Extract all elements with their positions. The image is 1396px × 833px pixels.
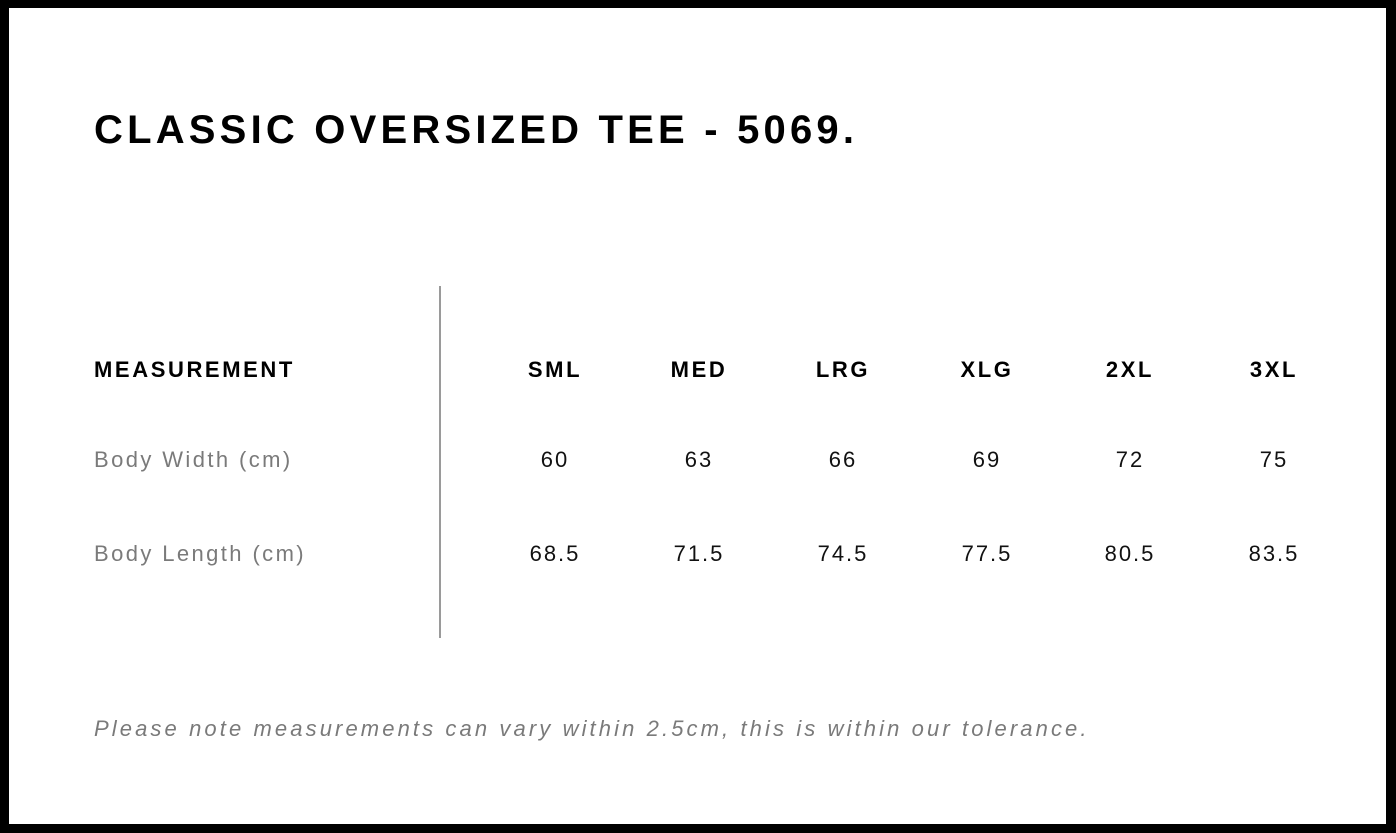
table-header-row: MEASUREMENT SML MED LRG XLG 2XL 3XL bbox=[9, 355, 1386, 385]
size-chart-card: CLASSIC OVERSIZED TEE - 5069. MEASUREMEN… bbox=[9, 8, 1386, 824]
table-cell: 60 bbox=[540, 447, 570, 472]
size-header: MED bbox=[670, 357, 728, 382]
table-cell: 69 bbox=[972, 447, 1002, 472]
tolerance-note: Please note measurements can vary within… bbox=[94, 716, 1090, 741]
page-title: CLASSIC OVERSIZED TEE - 5069. bbox=[94, 108, 859, 152]
table-cell: 75 bbox=[1259, 447, 1289, 472]
table-cell: 74.5 bbox=[817, 541, 869, 566]
table-cell: 63 bbox=[684, 447, 714, 472]
column-divider bbox=[439, 286, 441, 638]
table-row: Body Width (cm) 60 63 66 69 72 75 bbox=[9, 445, 1386, 475]
size-header: 2XL bbox=[1105, 357, 1155, 382]
row-label: Body Length (cm) bbox=[94, 541, 307, 566]
size-header: 3XL bbox=[1249, 357, 1299, 382]
table-cell: 77.5 bbox=[961, 541, 1013, 566]
table-cell: 72 bbox=[1115, 447, 1145, 472]
size-header: LRG bbox=[815, 357, 871, 382]
table-cell: 66 bbox=[828, 447, 858, 472]
size-header: SML bbox=[527, 357, 583, 382]
table-cell: 83.5 bbox=[1248, 541, 1300, 566]
size-header: XLG bbox=[960, 357, 1014, 382]
row-label: Body Width (cm) bbox=[94, 447, 293, 472]
table-row: Body Length (cm) 68.5 71.5 74.5 77.5 80.… bbox=[9, 539, 1386, 569]
measurement-header: MEASUREMENT bbox=[94, 357, 295, 382]
table-cell: 71.5 bbox=[673, 541, 725, 566]
table-cell: 80.5 bbox=[1104, 541, 1156, 566]
table-cell: 68.5 bbox=[529, 541, 581, 566]
